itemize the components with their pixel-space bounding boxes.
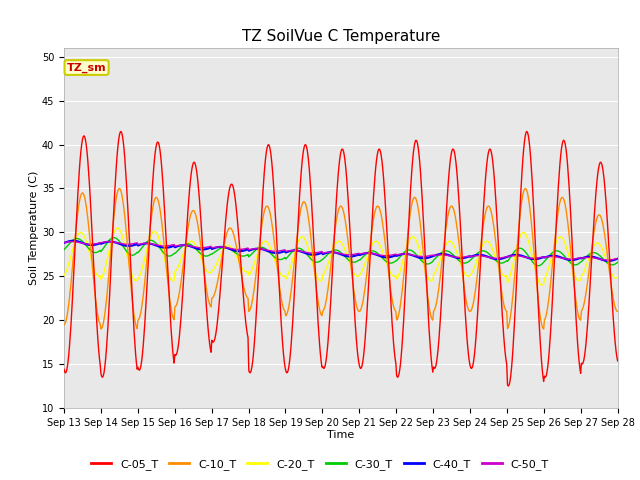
C-50_T	[184, 243, 192, 249]
Line: C-10_T: C-10_T	[64, 189, 618, 329]
X-axis label: Time: Time	[327, 431, 355, 441]
C-30_T	[425, 261, 433, 267]
C-50_T	[213, 244, 221, 250]
C-30_T	[534, 263, 542, 269]
C-05_T	[212, 327, 220, 333]
C-50_T	[70, 239, 78, 245]
Line: C-40_T: C-40_T	[64, 241, 618, 261]
C-10_T	[410, 195, 417, 201]
C-40_T	[60, 240, 68, 246]
C-20_T	[114, 225, 122, 231]
C-20_T	[60, 272, 68, 278]
C-40_T	[409, 252, 417, 258]
Line: C-20_T: C-20_T	[64, 228, 618, 285]
C-20_T	[184, 241, 192, 247]
C-20_T	[213, 260, 221, 265]
C-20_T	[538, 282, 546, 288]
C-20_T	[70, 242, 78, 248]
C-30_T	[70, 237, 78, 242]
C-30_T	[128, 252, 136, 258]
C-30_T	[614, 260, 621, 265]
C-40_T	[614, 256, 621, 262]
C-20_T	[425, 276, 433, 282]
C-10_T	[97, 326, 105, 332]
C-10_T	[214, 276, 222, 282]
Text: TZ_sm: TZ_sm	[67, 62, 106, 72]
C-30_T	[110, 235, 118, 240]
C-05_T	[183, 218, 191, 224]
C-40_T	[128, 243, 136, 249]
C-05_T	[408, 165, 416, 170]
C-05_T	[60, 366, 68, 372]
C-05_T	[424, 312, 432, 317]
Y-axis label: Soil Temperature (C): Soil Temperature (C)	[29, 171, 39, 285]
C-30_T	[184, 241, 192, 247]
C-05_T	[504, 383, 512, 389]
C-50_T	[603, 257, 611, 263]
C-20_T	[614, 274, 621, 280]
C-50_T	[60, 240, 68, 246]
C-40_T	[69, 238, 77, 244]
C-50_T	[128, 241, 136, 247]
C-40_T	[605, 258, 612, 264]
C-05_T	[614, 358, 621, 364]
C-10_T	[426, 308, 433, 313]
C-30_T	[60, 247, 68, 252]
C-50_T	[425, 253, 433, 259]
C-10_T	[185, 221, 193, 227]
C-20_T	[128, 271, 136, 277]
C-20_T	[409, 234, 417, 240]
C-30_T	[409, 249, 417, 254]
C-40_T	[213, 244, 221, 250]
C-10_T	[614, 309, 621, 314]
C-10_T	[70, 247, 78, 253]
Line: C-30_T: C-30_T	[64, 238, 618, 266]
C-40_T	[184, 243, 192, 249]
Legend: C-05_T, C-10_T, C-20_T, C-30_T, C-40_T, C-50_T: C-05_T, C-10_T, C-20_T, C-30_T, C-40_T, …	[86, 455, 554, 474]
C-40_T	[425, 254, 433, 260]
C-50_T	[105, 239, 113, 244]
C-10_T	[129, 300, 136, 305]
C-30_T	[213, 247, 221, 253]
Line: C-05_T: C-05_T	[64, 132, 618, 386]
C-10_T	[116, 186, 124, 192]
Title: TZ SoilVue C Temperature: TZ SoilVue C Temperature	[242, 29, 440, 44]
C-05_T	[127, 271, 135, 276]
C-50_T	[614, 255, 621, 261]
C-05_T	[523, 129, 531, 134]
C-10_T	[60, 322, 68, 327]
C-50_T	[409, 252, 417, 258]
Line: C-50_T: C-50_T	[64, 241, 618, 260]
C-05_T	[70, 265, 78, 271]
C-40_T	[71, 238, 79, 244]
